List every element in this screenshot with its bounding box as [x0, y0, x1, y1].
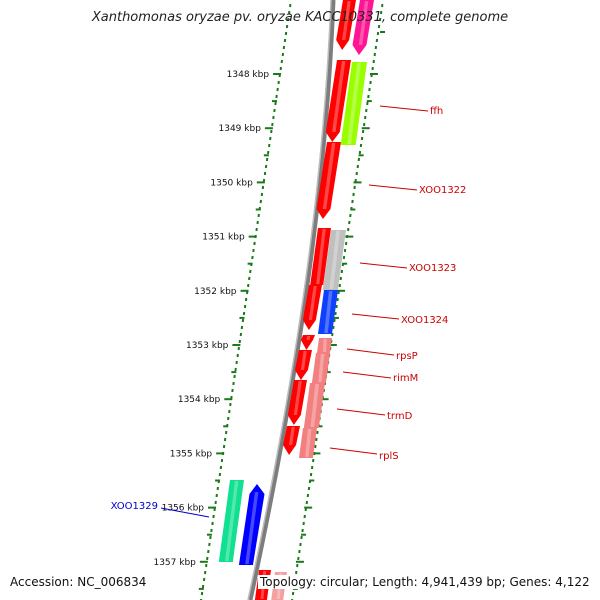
cog-block-rpls: [298, 428, 317, 458]
ruler-tick-label: 1354 kbp: [178, 395, 221, 405]
ruler-tick-label: 1351 kbp: [202, 233, 245, 243]
cog-block-rpsp: [316, 338, 332, 353]
ruler-tick-label: 1355 kbp: [170, 449, 213, 459]
gene-label[interactable]: XOO1324: [401, 315, 448, 326]
cds-arrow-xoo1329-shade: [245, 492, 259, 564]
cds-arrow-xoo1329-cog: [218, 480, 244, 562]
cog-block-ffh-shade: [347, 63, 361, 144]
ruler-tick-label: 1349 kbp: [219, 124, 262, 134]
cog-block-rpsp-shade: [322, 339, 327, 352]
ruler-ticks: 1348 kbp 1349 kbp 1350 kbp 1351 kbp 1352 kbp…: [153, 31, 385, 590]
cds-arrow-xoo1324-shade: [308, 286, 317, 320]
cds-arrow-xoo1323-shade: [316, 229, 326, 284]
cds-arrow-trmd: [287, 380, 307, 425]
feature-tracks: [218, 0, 374, 600]
cds-arrow-ffh: [325, 60, 351, 142]
cds-arrow-xoo1329-cog-shade: [225, 481, 239, 561]
genome-backbone: [247, 0, 336, 600]
gene-label[interactable]: rplS: [379, 451, 399, 462]
cds-arrow-rpls-shade: [288, 427, 295, 445]
topology-text: Topology: circular; Length: 4,941,439 bp…: [258, 575, 592, 589]
cog-block-rimm-shade: [318, 354, 325, 382]
map-title: Xanthomonas oryzae pv. oryzae KACC10331,…: [91, 10, 509, 25]
cds-arrow-rpls: [283, 426, 300, 455]
cds-arrow-rimm-shade: [300, 351, 307, 370]
cog-block-top-shade: [358, 1, 369, 45]
cds-arrow-rpsp: [300, 335, 315, 350]
cds-arrow-xoo1323: [310, 228, 331, 285]
gene-leader-line: [329, 447, 378, 455]
cds-arrow-rimm: [294, 350, 312, 380]
cds-arrow-ffh-shade: [332, 61, 346, 132]
cds-arrow-rpsp-shade: [306, 336, 311, 340]
gene-label[interactable]: XOO1329: [111, 501, 158, 512]
ruler-tick-label: 1348 kbp: [227, 70, 270, 80]
cog-block-trmd-shade: [310, 384, 319, 427]
ruler-tick-label: 1357 kbp: [153, 558, 196, 568]
gene-leader-line: [336, 408, 386, 416]
cog-block-rimm: [311, 353, 330, 383]
cds-arrow-xoo1322: [316, 142, 341, 219]
gene-label[interactable]: rpsP: [396, 351, 418, 362]
cog-block-rpls-shade: [305, 429, 312, 457]
cog-block-top: [352, 0, 374, 55]
ruler-tick-label: 1350 kbp: [210, 178, 253, 188]
cds-arrow-xoo1324: [302, 285, 322, 330]
gene-label[interactable]: trmD: [387, 411, 413, 422]
gene-label[interactable]: rimM: [393, 373, 418, 384]
cds-arrow-xoo1329: [238, 484, 265, 565]
accession-text: Accession: NC_006834: [8, 575, 149, 589]
cds-arrow-xoo1322-shade: [322, 143, 336, 209]
gene-leader-line: [346, 348, 395, 356]
gene-leader-line: [379, 105, 429, 112]
ruler-tick-label: 1352 kbp: [194, 287, 237, 297]
cds-arrow-top-shade: [342, 1, 351, 40]
gene-labels: ffh XOO1322 XOO1323 XOO1324 rpsP rimM trmD rplS…: [111, 105, 466, 518]
cog-block-xoo1324-shade: [324, 291, 333, 333]
cog-block-trmd: [303, 383, 325, 428]
gene-leader-line: [160, 507, 210, 518]
gene-leader-line: [351, 313, 400, 320]
gene-label[interactable]: ffh: [430, 106, 443, 117]
ruler-tick-label: 1353 kbp: [186, 341, 229, 351]
gene-leader-line: [359, 262, 408, 269]
cds-arrow-top: [336, 0, 356, 50]
gene-label[interactable]: XOO1323: [409, 263, 456, 274]
cog-block-ffh: [340, 62, 367, 145]
cog-block-xoo1323: [322, 230, 346, 290]
ruler-tick-label: 1356 kbp: [162, 504, 205, 514]
gene-leader-line: [342, 371, 392, 379]
cds-arrow-trmd-shade: [293, 381, 302, 415]
cog-block-xoo1323-shade: [329, 231, 340, 289]
gene-leader-line: [368, 184, 418, 191]
cog-block-xoo1324: [317, 290, 338, 334]
gene-label[interactable]: XOO1322: [419, 185, 466, 196]
ruler-left-dotted-line: [200, 3, 292, 600]
